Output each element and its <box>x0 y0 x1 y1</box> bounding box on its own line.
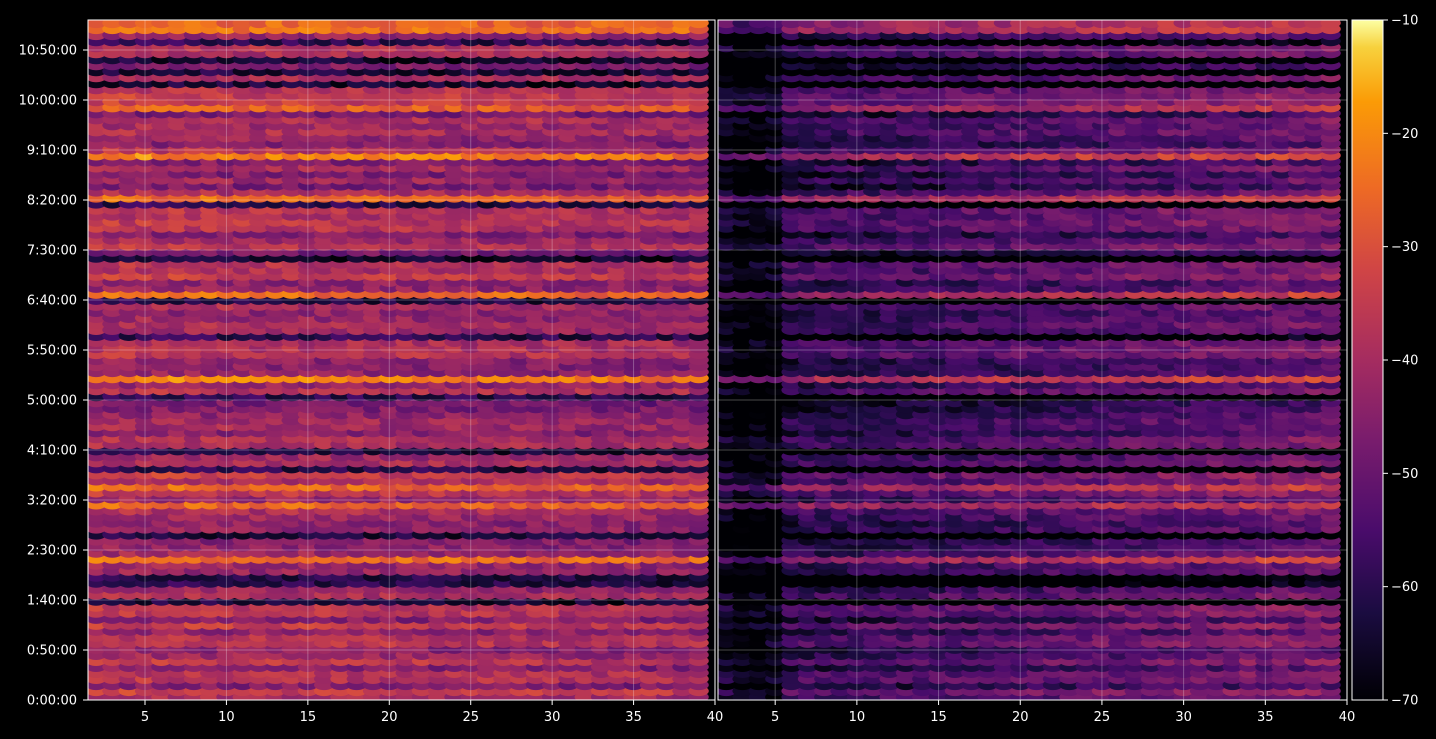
heatmap-cell <box>248 20 270 29</box>
heatmap-cell <box>265 20 286 29</box>
heatmap-cell <box>444 20 465 29</box>
heatmap-cell <box>183 20 204 29</box>
heatmap-cell <box>509 20 530 29</box>
heatmap-cell <box>574 20 595 29</box>
heatmap-cell <box>379 20 400 29</box>
heatmap-cell <box>542 20 563 29</box>
heatmap-cell <box>411 20 432 29</box>
heatmap-cell <box>314 20 335 29</box>
heatmap-cell <box>395 20 416 29</box>
heatmap-cell <box>102 20 123 29</box>
heatmap-cell <box>476 20 498 29</box>
heatmap-cell <box>428 20 449 29</box>
heatmap-panel-left <box>88 20 715 700</box>
heatmap-cell <box>151 20 172 29</box>
heatmap-cell <box>88 20 107 29</box>
heatmap-cell <box>558 20 579 29</box>
heatmap-cell <box>200 20 221 29</box>
heatmap-cell <box>216 20 237 29</box>
heatmap-cell <box>623 20 644 29</box>
heatmap-cell <box>232 20 253 29</box>
heatmap-cell <box>672 20 693 29</box>
heatmap-cell <box>639 20 660 29</box>
heatmap-cell <box>460 20 481 29</box>
heatmap-cell <box>281 20 302 29</box>
heatmap-cell <box>688 20 709 29</box>
heatmap-cell <box>493 20 514 29</box>
heatmap-cell <box>134 20 156 29</box>
heatmap-cell <box>118 20 139 29</box>
heatmap-cell <box>590 20 612 29</box>
heatmap-cell <box>607 20 628 29</box>
heatmap-cell <box>330 20 351 29</box>
heatmap-cell <box>525 20 546 29</box>
heatmap-panel-right <box>718 20 1347 700</box>
heatmap-cell <box>656 20 677 29</box>
heatmap-cell <box>167 20 188 29</box>
heatmap-cell <box>362 20 384 29</box>
heatmap-cell <box>297 20 318 29</box>
heatmap-cell <box>346 20 367 29</box>
